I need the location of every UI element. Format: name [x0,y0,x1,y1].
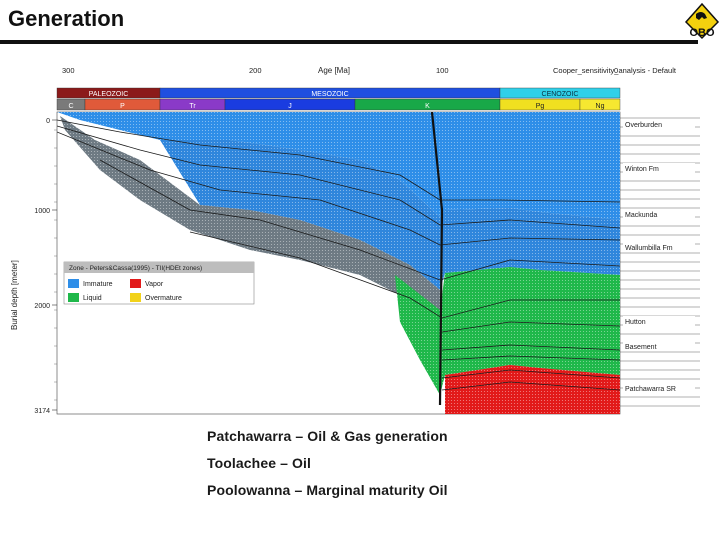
logo-text: OBO [689,27,715,39]
layer-label-bg [623,341,695,351]
fault-line [430,112,444,406]
era-bar: PALEOZOIC MESOZOIC CENOZOIC [56,87,621,99]
legend-label: Overmature [145,295,182,302]
layer-label: Hutton [625,319,646,326]
period-label: K [425,103,430,110]
legend-swatch-liquid [68,293,79,302]
layer-label-bg [623,242,695,252]
legend-label: Vapor [145,281,164,288]
layer-label: Patchawarra SR [625,386,676,393]
bullet-patchawarra: Patchawarra – Oil & Gas generation [207,428,448,444]
depth-tick-0: 0 [46,118,50,125]
period-bar: C P Tr J K Pg Ng [56,98,621,111]
layer-label-bg [623,163,695,173]
period-label: Tr [189,103,196,110]
legend-swatch-overmature [130,293,141,302]
horizon-lines [57,119,620,391]
y-axis-label: Burial depth [meter] [10,260,19,330]
period-label: P [120,103,125,110]
era-label: PALEOZOIC [89,91,129,98]
depth-tick-3174: 3174 [34,408,50,415]
depth-axis: 0 1000 2000 3174 [34,118,57,415]
title-divider [0,40,698,44]
legend-label: Liquid [83,295,102,302]
layer-label-bg [623,316,695,326]
slide-title: Generation [8,6,125,31]
depth-tick-2000: 2000 [34,303,50,310]
age-tick-200: 200 [249,66,262,75]
bullet-toolachee: Toolachee – Oil [207,455,311,471]
age-axis: 300 200 100 0 [62,66,618,75]
period-label: J [288,103,292,110]
era-label: CENOZOIC [542,91,579,98]
period-label: C [68,103,73,110]
layer-label-bg [623,383,695,393]
analysis-label: Cooper_sensitivity_analysis - Default [553,66,677,75]
age-tick-300: 300 [62,66,75,75]
layer-label-bg [623,209,695,219]
layer-label: Basement [625,344,657,351]
logo-badge [684,2,720,40]
bullet-list: Patchawarra – Oil & Gas generation Toola… [207,428,448,509]
company-logo: OBO [684,2,720,40]
top-axis-label: Age [Ma] [318,66,350,75]
legend-swatch-immature [68,279,79,288]
burial-history-diagram: Age [Ma] Cooper_sensitivity_analysis - D… [10,66,700,415]
age-tick-100: 100 [436,66,449,75]
legend-label: Immature [83,281,113,288]
era-cenozoic [499,87,621,99]
age-tick-0: 0 [614,66,618,75]
period-label: Ng [596,103,605,110]
period-ng [579,98,621,111]
legend-title: Zone - Peters&Cassa(1995) - TII(HDEt zon… [69,265,202,272]
layer-label: Wallumbilla Fm [625,245,673,252]
era-label: MESOZOIC [311,91,348,98]
kangaroo-icon [696,12,707,20]
layer-label-bg [623,119,695,129]
legend-swatch-vapor [130,279,141,288]
layer-label: Winton Fm [625,166,659,173]
depth-tick-1000: 1000 [34,208,50,215]
period-label: Pg [536,103,545,110]
layer-labels: Overburden Winton Fm Mackunda Wallumbilla F… [620,117,700,407]
bullet-poolowanna: Poolowanna – Marginal maturity Oil [207,482,448,498]
maturity-legend: Zone - Peters&Cassa(1995) - TII(HDEt zon… [63,261,255,305]
layer-label: Mackunda [625,212,657,219]
layer-label: Overburden [625,122,662,129]
